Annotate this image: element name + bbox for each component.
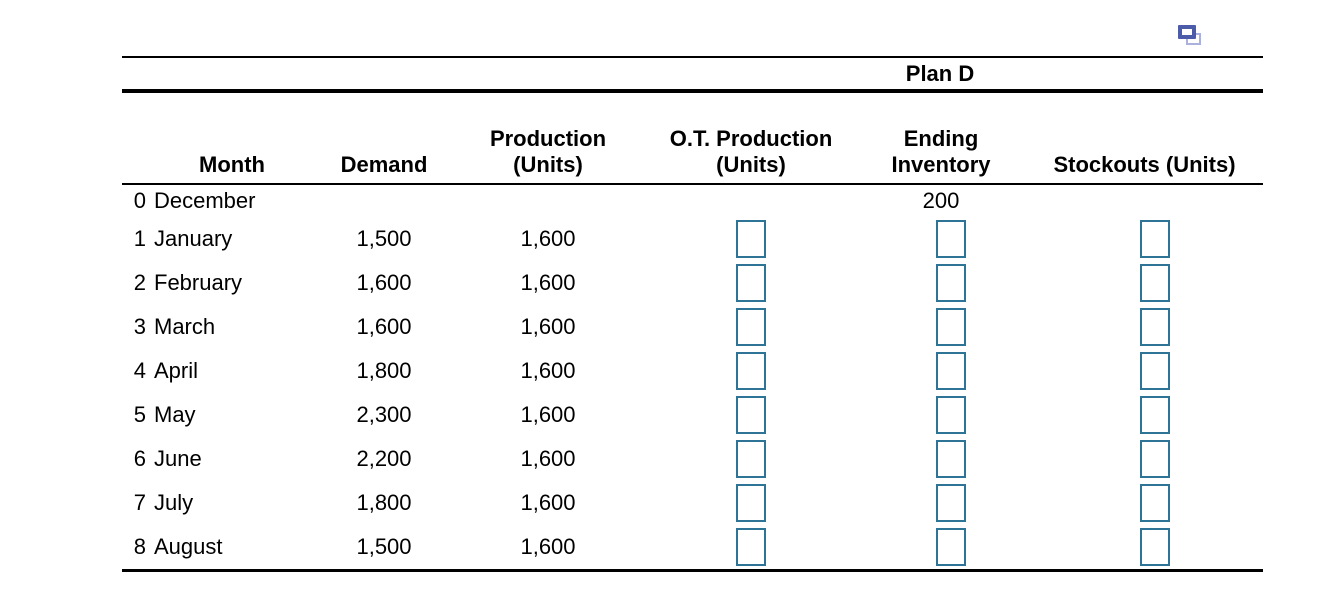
ot-production-input[interactable] <box>736 308 766 346</box>
ending-inventory-input[interactable] <box>936 484 966 522</box>
popout-front-rect-icon <box>1178 25 1196 39</box>
column-header-ot-production: O.T. Production (Units) <box>646 126 856 178</box>
table-thick-rule <box>122 89 1263 93</box>
month-index: 3 <box>133 314 146 339</box>
stockouts-input[interactable] <box>1139 396 1170 434</box>
production-value: 1,600 <box>520 534 576 559</box>
production-value: 1,600 <box>520 402 576 427</box>
month-index: 7 <box>133 490 146 515</box>
column-header-ot-line2: (Units) <box>716 152 786 177</box>
stockouts-input[interactable] <box>1139 352 1170 390</box>
month-label: April <box>154 358 199 383</box>
ending-inventory-value: 200 <box>922 188 960 213</box>
month-label: June <box>154 446 202 471</box>
ending-inventory-input[interactable] <box>936 264 966 302</box>
ot-production-input[interactable] <box>736 484 766 522</box>
ending-inventory-input[interactable] <box>936 308 966 346</box>
demand-value: 1,600 <box>356 314 412 339</box>
month-index: 4 <box>133 358 146 383</box>
column-header-production-line2: (Units) <box>513 152 583 177</box>
table-bottom-rule <box>122 569 1263 572</box>
table-row: 1 January 1,500 1,600 <box>122 217 1263 261</box>
demand-value: 1,500 <box>356 226 412 251</box>
column-header-production: Production (Units) <box>450 126 646 178</box>
production-value: 1,600 <box>520 446 576 471</box>
column-header-ot-line1: O.T. Production <box>669 126 833 151</box>
ot-production-input[interactable] <box>736 528 766 566</box>
table-title: Plan D <box>905 60 975 86</box>
stockouts-input[interactable] <box>1139 264 1170 302</box>
demand-value: 2,200 <box>356 446 412 471</box>
month-index: 8 <box>133 534 146 559</box>
ending-inventory-input[interactable] <box>936 396 966 434</box>
month-index: 2 <box>133 270 146 295</box>
column-header-ending-line2: Inventory <box>891 152 991 177</box>
demand-value: 1,600 <box>356 270 412 295</box>
stockouts-input[interactable] <box>1139 484 1170 522</box>
month-label: July <box>154 490 194 515</box>
table-title-row: Plan D <box>122 58 1263 89</box>
table-row: 2 February 1,600 1,600 <box>122 261 1263 305</box>
demand-value: 2,300 <box>356 402 412 427</box>
popout-icon[interactable] <box>1178 24 1204 48</box>
month-label: August <box>154 534 223 559</box>
production-value: 1,600 <box>520 226 576 251</box>
ending-inventory-input[interactable] <box>936 220 966 258</box>
table-row: 8 August 1,500 1,600 <box>122 525 1263 569</box>
column-header-ending-line1: Ending <box>903 126 979 151</box>
month-index: 1 <box>133 226 146 251</box>
column-header-production-line1: Production <box>489 126 607 151</box>
production-value: 1,600 <box>520 358 576 383</box>
stockouts-input[interactable] <box>1139 528 1170 566</box>
plan-table: Plan D Month Demand Production (Units) O… <box>122 56 1263 572</box>
stockouts-input[interactable] <box>1139 308 1170 346</box>
ot-production-input[interactable] <box>736 264 766 302</box>
table-row: 6 June 2,200 1,600 <box>122 437 1263 481</box>
ot-production-input[interactable] <box>736 220 766 258</box>
ot-production-input[interactable] <box>736 440 766 478</box>
month-label: May <box>154 402 196 427</box>
month-label: December <box>154 188 256 213</box>
header-underline-rule <box>122 183 1263 185</box>
stockouts-input[interactable] <box>1139 220 1170 258</box>
demand-value: 1,800 <box>356 490 412 515</box>
demand-value: 1,800 <box>356 358 412 383</box>
table-row: 4 April 1,800 1,600 <box>122 349 1263 393</box>
month-index: 5 <box>133 402 146 427</box>
ot-production-input[interactable] <box>736 352 766 390</box>
table-header-row: Month Demand Production (Units) O.T. Pro… <box>122 93 1263 183</box>
table-top-rule <box>122 56 1263 58</box>
month-index: 0 <box>133 188 146 213</box>
month-index: 6 <box>133 446 146 471</box>
stockouts-input[interactable] <box>1139 440 1170 478</box>
table-row: 7 July 1,800 1,600 <box>122 481 1263 525</box>
month-label: March <box>154 314 216 339</box>
table-row: 0 December 200 <box>122 185 1263 217</box>
ot-production-input[interactable] <box>736 396 766 434</box>
production-value: 1,600 <box>520 490 576 515</box>
ending-inventory-input[interactable] <box>936 440 966 478</box>
month-label: January <box>154 226 233 251</box>
table-row: 5 May 2,300 1,600 <box>122 393 1263 437</box>
column-header-demand: Demand <box>340 152 428 177</box>
column-header-stockouts: Stockouts (Units) <box>1053 152 1236 177</box>
column-header-month: Month <box>199 152 265 177</box>
production-value: 1,600 <box>520 314 576 339</box>
table-row: 3 March 1,600 1,600 <box>122 305 1263 349</box>
production-value: 1,600 <box>520 270 576 295</box>
ending-inventory-input[interactable] <box>936 352 966 390</box>
month-label: February <box>154 270 243 295</box>
column-header-ending-inventory: Ending Inventory <box>856 126 1026 178</box>
demand-value: 1,500 <box>356 534 412 559</box>
ending-inventory-input[interactable] <box>936 528 966 566</box>
